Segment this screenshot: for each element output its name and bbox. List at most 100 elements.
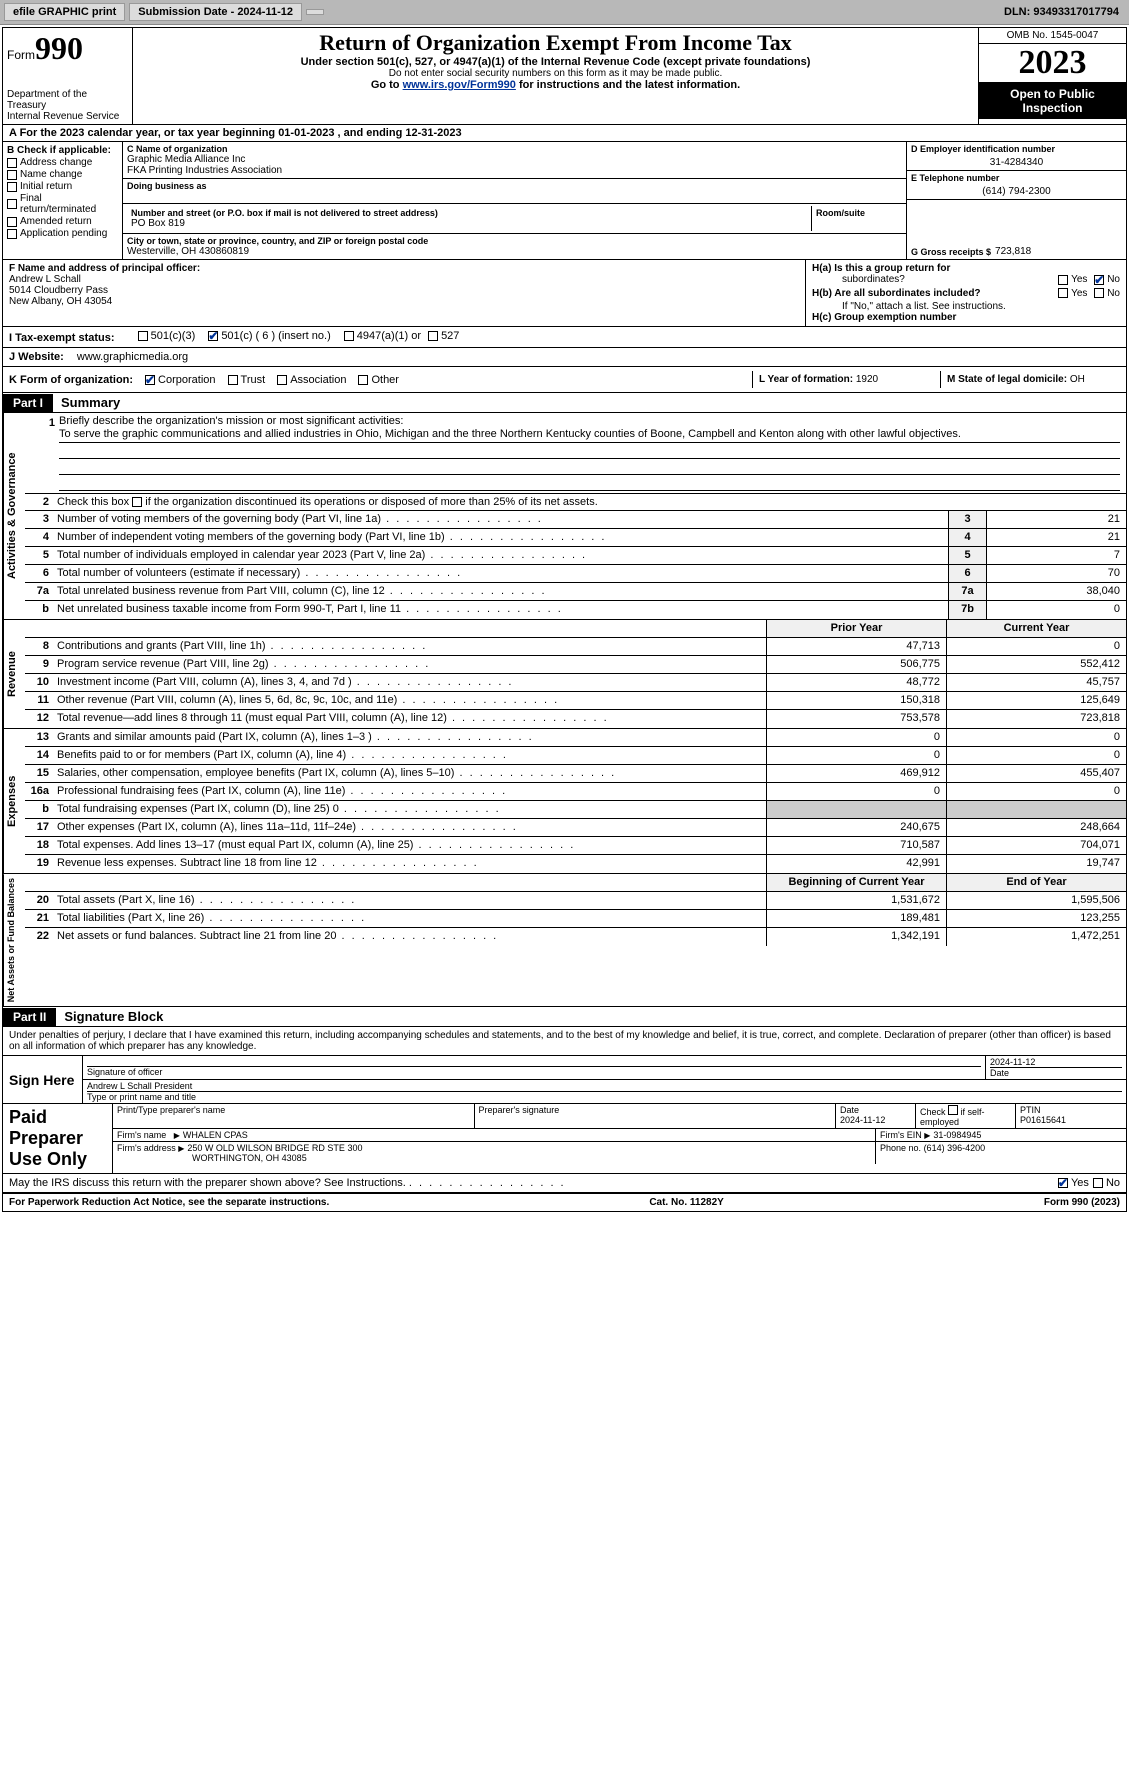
cb-4947[interactable] (344, 331, 354, 341)
chk-self: Check if self-employed (916, 1104, 1016, 1128)
c-dba-row: Doing business as (123, 179, 906, 204)
prior-year-val: 0 (766, 783, 946, 800)
row-i: I Tax-exempt status: 501(c)(3) 501(c) ( … (3, 327, 1126, 348)
blank-button[interactable] (306, 9, 324, 15)
lbl-address-change: Address change (20, 157, 92, 168)
cb-hb-no[interactable] (1094, 288, 1104, 298)
cb-other[interactable] (358, 375, 368, 385)
cb-line2[interactable] (132, 497, 142, 507)
cb-501c[interactable] (208, 331, 218, 341)
l-lbl: L Year of formation: (759, 374, 853, 385)
part2-header: Part II Signature Block (3, 1007, 1126, 1027)
prior-year-val: 189,481 (766, 910, 946, 927)
current-year-val: 552,412 (946, 656, 1126, 673)
cb-discuss-no[interactable] (1093, 1178, 1103, 1188)
prior-year-val: 42,991 (766, 855, 946, 873)
gross-val: 723,818 (995, 246, 1031, 257)
row-a-tax-year: A For the 2023 calendar year, or tax yea… (3, 125, 1126, 142)
table-row: 19Revenue less expenses. Subtract line 1… (25, 855, 1126, 873)
vtab-netassets: Net Assets or Fund Balances (3, 874, 25, 1006)
mission-text: To serve the graphic communications and … (59, 427, 1120, 443)
table-row: bNet unrelated business taxable income f… (25, 601, 1126, 619)
form-number: 990 (35, 30, 83, 66)
line-num: 13 (25, 729, 53, 746)
cb-527[interactable] (428, 331, 438, 341)
ssn-note: Do not enter social security numbers on … (139, 68, 972, 79)
pdate-lbl: Date (840, 1105, 911, 1115)
line-num: 6 (25, 565, 53, 582)
line-val: 38,040 (986, 583, 1126, 600)
table-row: 16aProfessional fundraising fees (Part I… (25, 783, 1126, 801)
table-row: 22Net assets or fund balances. Subtract … (25, 928, 1126, 946)
expenses-section: Expenses 13Grants and similar amounts pa… (3, 729, 1126, 874)
discuss-row: May the IRS discuss this return with the… (3, 1174, 1126, 1193)
cb-ha-yes[interactable] (1058, 275, 1068, 285)
line-num: 18 (25, 837, 53, 854)
form-title: Return of Organization Exempt From Incom… (139, 30, 972, 56)
table-row: bTotal fundraising expenses (Part IX, co… (25, 801, 1126, 819)
current-year-val: 0 (946, 638, 1126, 655)
line-text: Number of voting members of the governin… (53, 511, 948, 528)
current-year-val: 0 (946, 747, 1126, 764)
cb-pending[interactable] (7, 229, 17, 239)
mission-blank1 (59, 443, 1120, 459)
cb-discuss-yes[interactable] (1058, 1178, 1068, 1188)
line-num: 11 (25, 692, 53, 709)
line-text: Total number of individuals employed in … (53, 547, 948, 564)
cb-address-change[interactable] (7, 158, 17, 168)
part1-header: Part I Summary (3, 393, 1126, 413)
cb-trust[interactable] (228, 375, 238, 385)
open-inspection: Open to Public Inspection (979, 83, 1126, 119)
cb-name-change[interactable] (7, 170, 17, 180)
goto-prefix: Go to (371, 79, 403, 91)
cb-501c3[interactable] (138, 331, 148, 341)
hb-note: If "No," attach a list. See instructions… (812, 301, 1120, 312)
line-text: Total unrelated business revenue from Pa… (53, 583, 948, 600)
line-box: 7b (948, 601, 986, 619)
officer-name: Andrew L Schall (9, 274, 799, 285)
cb-assoc[interactable] (277, 375, 287, 385)
cb-corp[interactable] (145, 375, 155, 385)
cb-initial-return[interactable] (7, 182, 17, 192)
line-box: 3 (948, 511, 986, 528)
c-name-lbl: C Name of organization (127, 144, 902, 154)
hdr-bcy: Beginning of Current Year (766, 874, 946, 891)
col-c: C Name of organization Graphic Media All… (123, 142, 906, 259)
m-lbl: M State of legal domicile: (947, 374, 1067, 385)
form-990: Form990 Department of the Treasury Inter… (2, 27, 1127, 1212)
table-row: 10Investment income (Part VIII, column (… (25, 674, 1126, 692)
omb-number: OMB No. 1545-0047 (979, 28, 1126, 44)
line-text: Revenue less expenses. Subtract line 18 … (53, 855, 766, 873)
line-num: 14 (25, 747, 53, 764)
cb-self-employed[interactable] (948, 1105, 958, 1115)
cb-amended[interactable] (7, 217, 17, 227)
line-num: 8 (25, 638, 53, 655)
prior-year-val: 47,713 (766, 638, 946, 655)
cb-ha-no[interactable] (1094, 275, 1104, 285)
submission-date-button[interactable]: Submission Date - 2024-11-12 (129, 3, 302, 21)
prior-year-val: 1,342,191 (766, 928, 946, 946)
lbl-initial: Initial return (20, 181, 72, 192)
tax-year: 2023 (979, 44, 1126, 83)
toolbar: efile GRAPHIC print Submission Date - 20… (0, 0, 1129, 25)
goto-suffix: for instructions and the latest informat… (516, 79, 740, 91)
header-mid: Return of Organization Exempt From Incom… (133, 28, 978, 124)
line-num: 21 (25, 910, 53, 927)
vtab-expenses: Expenses (3, 729, 25, 873)
current-year-val: 19,747 (946, 855, 1126, 873)
header-left: Form990 Department of the Treasury Inter… (3, 28, 133, 124)
header-right: OMB No. 1545-0047 2023 Open to Public In… (978, 28, 1126, 124)
prior-year-val: 240,675 (766, 819, 946, 836)
efile-print-button[interactable]: efile GRAPHIC print (4, 3, 125, 21)
website-val: www.graphicmedia.org (77, 351, 188, 363)
current-year-val: 45,757 (946, 674, 1126, 691)
col-f: F Name and address of principal officer:… (3, 260, 806, 326)
sig-date: 2024-11-12 (990, 1057, 1122, 1067)
line-val: 7 (986, 547, 1126, 564)
cb-hb-yes[interactable] (1058, 288, 1068, 298)
irs-link[interactable]: www.irs.gov/Form990 (403, 79, 516, 91)
cb-final-return[interactable] (7, 199, 17, 209)
sign-here-label: Sign Here (3, 1056, 83, 1103)
lbl-amended: Amended return (20, 216, 92, 227)
line-text: Contributions and grants (Part VIII, lin… (53, 638, 766, 655)
